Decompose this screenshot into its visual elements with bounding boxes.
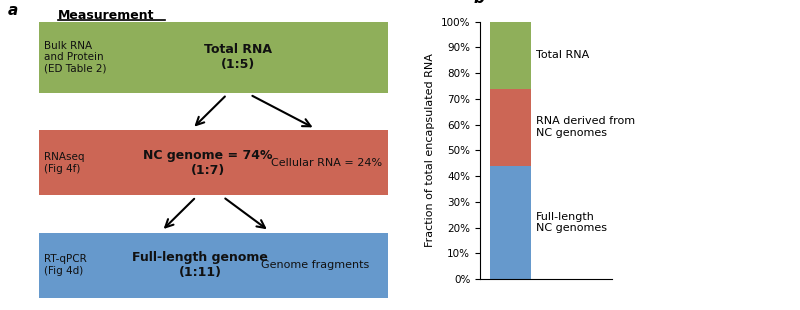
Text: Measurement: Measurement (58, 9, 154, 22)
Text: RNAseq
(Fig 4f): RNAseq (Fig 4f) (45, 152, 85, 174)
Text: b: b (474, 0, 484, 6)
Text: Cellular RNA = 24%: Cellular RNA = 24% (271, 158, 382, 168)
Text: Full-length genome
(1:11): Full-length genome (1:11) (132, 251, 268, 279)
Text: NC genome = 74%
(1:7): NC genome = 74% (1:7) (143, 149, 273, 177)
Text: Total RNA
(1:5): Total RNA (1:5) (204, 43, 272, 71)
Bar (490, 166, 530, 279)
FancyBboxPatch shape (38, 22, 388, 93)
Text: Bulk RNA
and Protein
(ED Table 2): Bulk RNA and Protein (ED Table 2) (45, 41, 107, 74)
Bar (490, 89, 530, 166)
Text: Full-length
NC genomes: Full-length NC genomes (535, 212, 606, 233)
Text: Genome fragments: Genome fragments (261, 260, 370, 270)
Text: a: a (8, 3, 18, 18)
Y-axis label: Fraction of total encapsulated RNA: Fraction of total encapsulated RNA (426, 53, 435, 247)
FancyBboxPatch shape (38, 130, 388, 195)
FancyBboxPatch shape (38, 232, 388, 298)
Text: RT-qPCR
(Fig 4d): RT-qPCR (Fig 4d) (45, 254, 87, 276)
Text: Total RNA: Total RNA (535, 50, 589, 60)
Text: RNA derived from
NC genomes: RNA derived from NC genomes (535, 116, 634, 138)
Bar (490, 22, 530, 89)
